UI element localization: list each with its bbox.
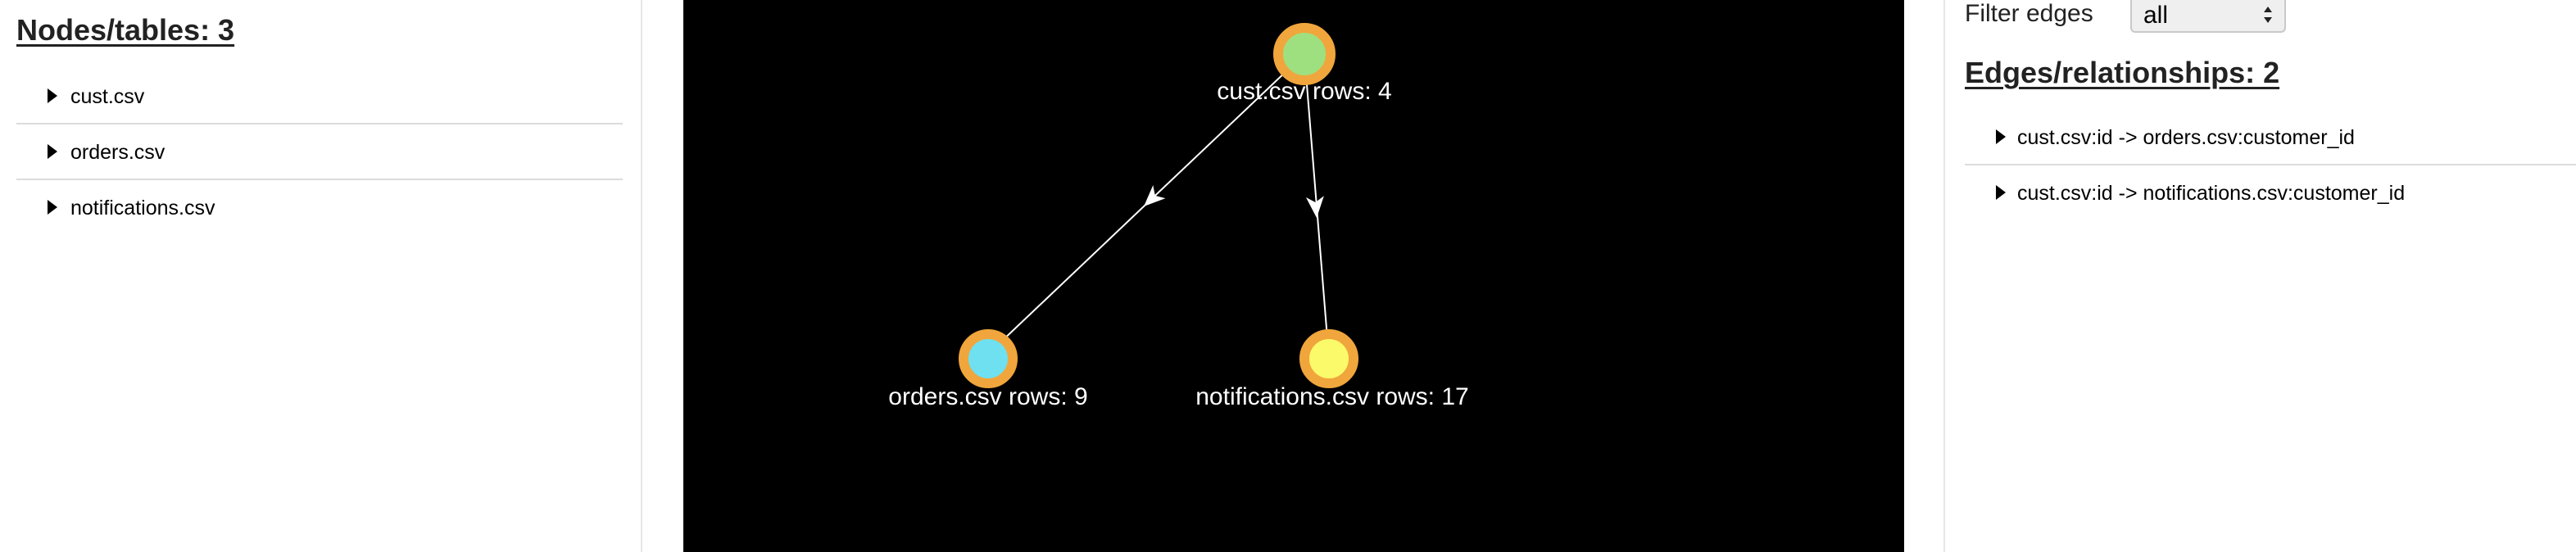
disclosure-triangle-icon[interactable]	[48, 144, 57, 159]
node-label: cust.csv rows: 4	[1217, 78, 1391, 105]
nodes-panel: Nodes/tables: 3 cust.csv orders.csv noti…	[0, 0, 642, 552]
disclosure-triangle-icon[interactable]	[1996, 185, 2006, 200]
node-item-label: notifications.csv	[70, 197, 215, 219]
nodes-heading: Nodes/tables: 3	[16, 13, 235, 47]
edge-arrow-icon	[1144, 185, 1166, 206]
edge-item[interactable]: cust.csv:id -> orders.csv:customer_id	[1965, 110, 2576, 165]
node-label: orders.csv rows: 9	[888, 383, 1087, 410]
disclosure-triangle-icon[interactable]	[48, 200, 57, 215]
node-label: notifications.csv rows: 17	[1195, 383, 1468, 410]
edge-item-label: cust.csv:id -> orders.csv:customer_id	[2017, 126, 2355, 149]
edges-panel: Filter edges all Edges/relationships: 2 …	[1943, 0, 2576, 552]
nodes-layer: cust.csv rows: 4 orders.csv rows: 9 noti…	[888, 23, 1469, 410]
node-notifications[interactable]: notifications.csv rows: 17	[1195, 329, 1469, 410]
graph-canvas[interactable]: cust.csv rows: 4 orders.csv rows: 9 noti…	[683, 0, 1904, 552]
node-cust[interactable]: cust.csv rows: 4	[1217, 23, 1392, 105]
nodes-list: cust.csv orders.csv notifications.csv	[16, 69, 623, 236]
node-ring[interactable]	[1299, 329, 1358, 388]
node-ring[interactable]	[959, 329, 1018, 388]
node-item-label: orders.csv	[70, 141, 166, 164]
node-item-notifications[interactable]: notifications.csv	[16, 180, 623, 236]
edges-heading: Edges/relationships: 2	[1965, 56, 2280, 89]
node-item-orders[interactable]: orders.csv	[16, 124, 623, 180]
edge-item[interactable]: cust.csv:id -> notifications.csv:custome…	[1965, 165, 2576, 221]
filter-edges-label: Filter edges	[1965, 0, 2093, 27]
edge-arrow-icon	[1305, 196, 1324, 218]
disclosure-triangle-icon[interactable]	[1996, 129, 2006, 144]
filter-edges-value: all	[2143, 2, 2169, 29]
node-item-cust[interactable]: cust.csv	[16, 69, 623, 124]
edge-item-label: cust.csv:id -> notifications.csv:custome…	[2017, 182, 2406, 205]
edges-layer	[982, 53, 1330, 360]
graph-svg[interactable]: cust.csv rows: 4 orders.csv rows: 9 noti…	[683, 0, 1904, 552]
disclosure-triangle-icon[interactable]	[48, 88, 57, 103]
select-arrows-icon	[2264, 7, 2272, 23]
filter-edges-select[interactable]: all	[2130, 0, 2286, 33]
node-ring[interactable]	[1273, 23, 1336, 85]
node-item-label: cust.csv	[70, 85, 145, 108]
edge-cust-orders[interactable]	[982, 53, 1305, 360]
edges-list: cust.csv:id -> orders.csv:customer_id cu…	[1965, 110, 2576, 221]
node-orders[interactable]: orders.csv rows: 9	[888, 329, 1088, 410]
